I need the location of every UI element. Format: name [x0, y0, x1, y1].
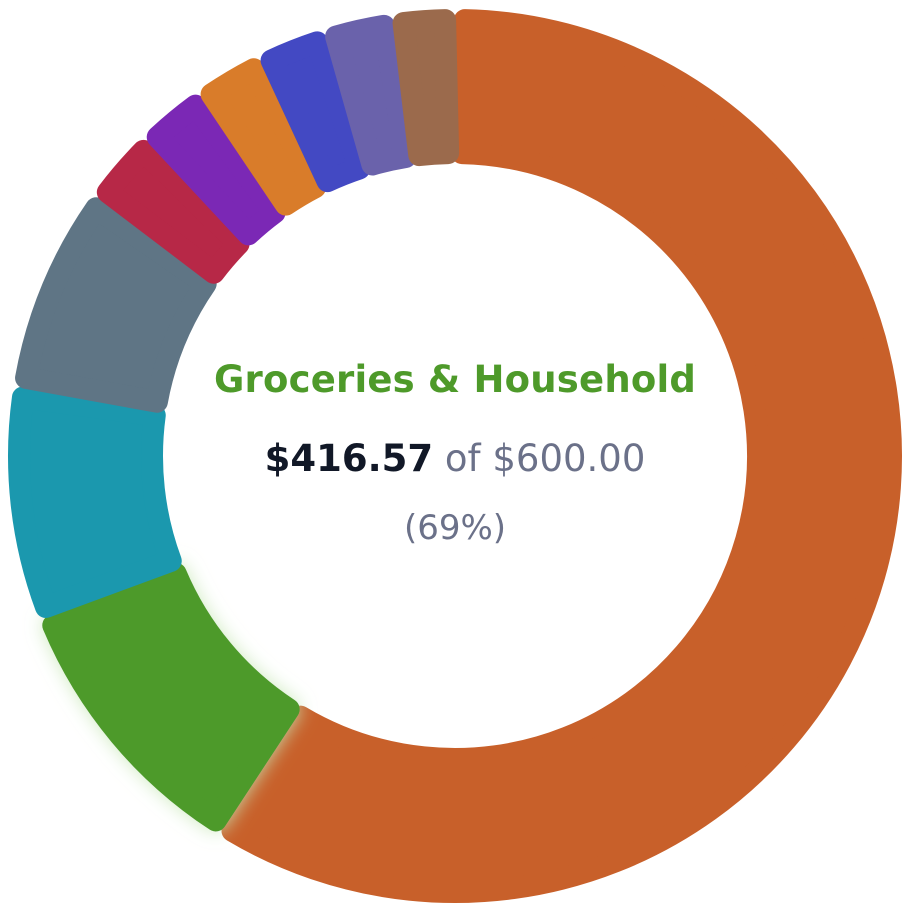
donut-segment-2[interactable]	[42, 562, 300, 832]
donut-segment-6[interactable]	[146, 94, 286, 246]
donut-segment-3[interactable]	[8, 386, 182, 618]
donut-segments	[8, 9, 902, 903]
donut-segment-1[interactable]	[221, 9, 902, 903]
donut-segment-7[interactable]	[200, 58, 327, 216]
donut-segment-10[interactable]	[392, 9, 460, 167]
donut-segment-9[interactable]	[325, 14, 417, 176]
of-text: of	[444, 437, 481, 480]
budget-amount: $600.00	[492, 437, 646, 480]
selected-category-name: Groceries & Household	[213, 358, 697, 401]
selected-category-amount: $416.57 of $600.00	[0, 437, 910, 480]
donut-segment-5[interactable]	[96, 139, 250, 284]
donut-segment-4[interactable]	[15, 197, 217, 413]
donut-segment-8[interactable]	[260, 31, 371, 193]
selected-category-percent: (69%)	[403, 508, 507, 548]
spent-amount: $416.57	[264, 437, 434, 480]
